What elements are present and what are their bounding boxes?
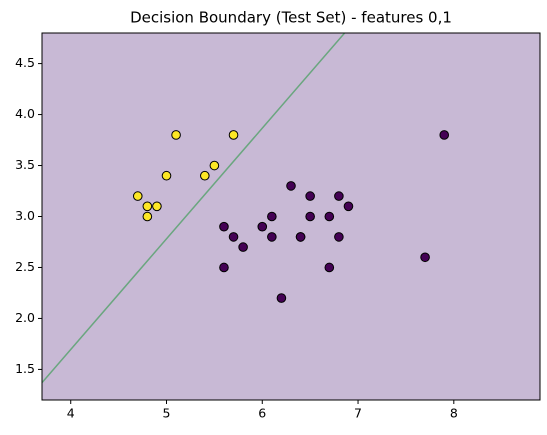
x-tick-label: 4 (67, 406, 75, 421)
lower-region (42, 33, 540, 400)
point (267, 211, 277, 222)
point (228, 232, 239, 242)
y-tick-label: 2.0 (15, 310, 35, 325)
point (171, 130, 181, 140)
x-tick-label: 8 (450, 406, 458, 421)
y-tick-label: 1.5 (15, 361, 35, 376)
decision-boundary (41, 32, 346, 384)
point (276, 293, 287, 303)
point (305, 211, 315, 222)
x-tick-label: 5 (163, 406, 171, 421)
point (161, 170, 172, 181)
point (132, 191, 143, 201)
point (334, 232, 344, 242)
y-tick-label: 3.5 (15, 157, 35, 172)
point (219, 262, 229, 273)
y-tick-label: 4.5 (15, 55, 35, 70)
point (305, 191, 315, 201)
chart-title: Decision Boundary (Test Set) - features … (130, 9, 452, 27)
point (238, 242, 248, 252)
point (152, 201, 162, 212)
point (324, 211, 335, 222)
point (439, 130, 450, 140)
point (334, 191, 344, 201)
y-tick-label: 4.0 (15, 106, 35, 121)
point (343, 201, 354, 212)
x-tick-label: 6 (258, 406, 266, 421)
point (142, 211, 153, 222)
point (420, 252, 430, 263)
x-tick-label: 7 (354, 406, 362, 421)
y-tick-label: 3.0 (15, 208, 35, 223)
point (267, 232, 277, 242)
point (228, 130, 239, 140)
y-tick-label: 2.5 (15, 259, 35, 274)
point (286, 181, 296, 191)
point (142, 201, 153, 212)
point (200, 170, 210, 181)
point (324, 262, 335, 273)
point (209, 160, 220, 171)
point (257, 221, 268, 232)
point (219, 221, 229, 232)
point (295, 232, 306, 242)
